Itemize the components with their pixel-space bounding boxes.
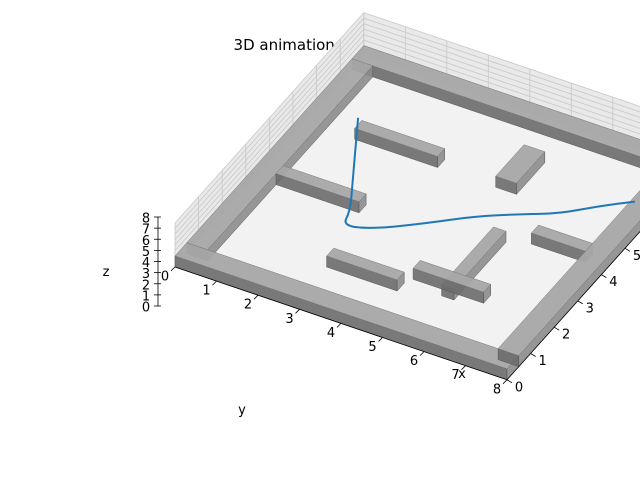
y-tick [419, 351, 425, 356]
y-tick [461, 365, 466, 370]
obstacle-top-face [351, 45, 640, 157]
z-tick-label: 8 [142, 212, 150, 227]
obstacle-walls [174, 45, 640, 381]
pane-grid-z [174, 28, 365, 240]
obstacle-box [351, 45, 640, 168]
z-tick-label: 3 [142, 267, 150, 282]
z-tick-label: 5 [142, 245, 150, 260]
x-tick-label: 3 [586, 301, 594, 316]
y-tick [336, 323, 342, 328]
z-tick-label: 1 [142, 289, 150, 304]
pane-grid-z [174, 34, 365, 246]
y-tick [170, 266, 176, 272]
y-tick-label: 6 [410, 354, 418, 369]
x-axis-label: x [458, 367, 466, 382]
obstacle-box [497, 190, 640, 368]
z-tick-label: 7 [142, 223, 150, 238]
obstacle-top-face [275, 165, 367, 203]
obstacle-box [326, 247, 405, 292]
x-tick [530, 353, 536, 357]
y-tick [502, 379, 508, 385]
z-tick-label: 0 [142, 301, 150, 316]
pane-grid-z2 [363, 12, 640, 107]
x-tick-label: 4 [609, 275, 617, 290]
y-tick-label: 1 [202, 284, 210, 299]
x-tick [624, 247, 631, 252]
z-tick-label: 6 [142, 234, 150, 249]
y-tick-label: 8 [493, 382, 501, 397]
y-tick-label: 4 [327, 326, 335, 341]
x-tick-label: 1 [538, 354, 546, 369]
pane-grid-z [174, 23, 365, 235]
y-tick [212, 280, 217, 286]
y-axis-label: y [238, 403, 246, 418]
x-tick-label: 0 [515, 380, 523, 395]
pane-grid-z [174, 12, 365, 224]
obstacle-box [412, 260, 492, 304]
z-tick-label: 2 [142, 278, 150, 293]
y-tick [253, 294, 259, 300]
x-tick [577, 300, 584, 305]
pane-grid-z2 [363, 23, 640, 118]
y-tick-label: 5 [368, 340, 376, 355]
x-axis-line [506, 230, 640, 381]
x-tick [506, 379, 513, 384]
x-tick [601, 274, 607, 278]
x-tick-label: 2 [562, 328, 570, 343]
obstacle-box [275, 165, 367, 214]
z-axis-label: z [103, 265, 110, 280]
tick-labels: 012345678012345678012345678 [142, 212, 640, 398]
x-tick-label: 5 [633, 249, 640, 264]
obstacle-top-face [495, 144, 546, 184]
trajectory-line [344, 117, 636, 229]
obstacle-box [495, 144, 546, 195]
y-tick [378, 337, 383, 342]
pane-grid-z [174, 17, 365, 229]
tick-marks [154, 216, 631, 385]
x-tick [553, 326, 560, 331]
y-tick [295, 309, 300, 314]
pane-grid-z2 [363, 28, 640, 124]
pane-grid-z2 [363, 34, 640, 129]
obstacle-top-face [412, 260, 492, 293]
obstacle-top-face [354, 120, 446, 157]
obstacle-box [354, 120, 446, 169]
y-tick-label: 3 [285, 312, 293, 327]
z-tick-label: 4 [142, 256, 150, 271]
obstacle-top-face [326, 247, 405, 281]
obstacle-top-face [497, 190, 640, 356]
trajectory-series [344, 117, 636, 229]
y-tick-label: 2 [244, 298, 252, 313]
pane-grid-z2 [363, 17, 640, 113]
y-tick-label: 7 [451, 368, 459, 383]
y-tick-label: 0 [161, 270, 169, 285]
